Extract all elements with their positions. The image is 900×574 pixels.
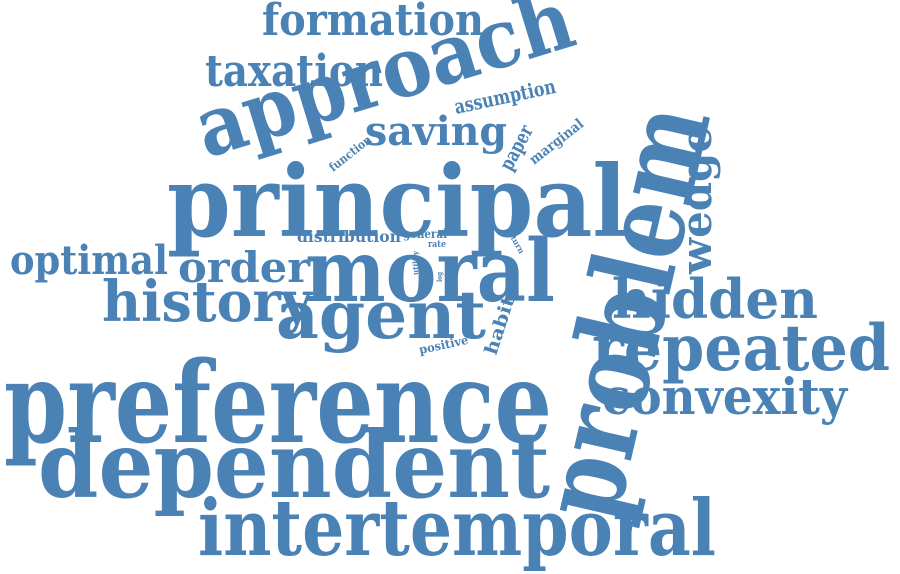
word-order: order — [178, 243, 311, 292]
word-wedge: wedge — [672, 126, 721, 275]
word-distribution: distribution — [297, 227, 401, 246]
word-agent: agent — [276, 276, 487, 354]
word-history: history — [102, 269, 313, 335]
word-taxation: taxation — [205, 46, 383, 97]
word-log: log — [435, 272, 444, 282]
word-rate: rate — [428, 240, 446, 250]
word-optimal: optimal — [10, 237, 168, 284]
word-saving: saving — [365, 108, 507, 155]
word-intertemporal: intertemporal — [198, 483, 716, 574]
word-moral: moral — [305, 221, 555, 322]
word-formation: formation — [262, 0, 484, 46]
word-hidden: hidden — [612, 267, 818, 331]
word-utility: utility — [411, 250, 420, 275]
word-general: general — [403, 227, 447, 241]
word-dependent: dependent — [38, 411, 550, 519]
word-convexity: convexity — [602, 367, 849, 426]
word-principal: principal — [167, 145, 627, 260]
word-preference: preference — [4, 338, 552, 469]
word-repeated: repeated — [592, 311, 890, 386]
